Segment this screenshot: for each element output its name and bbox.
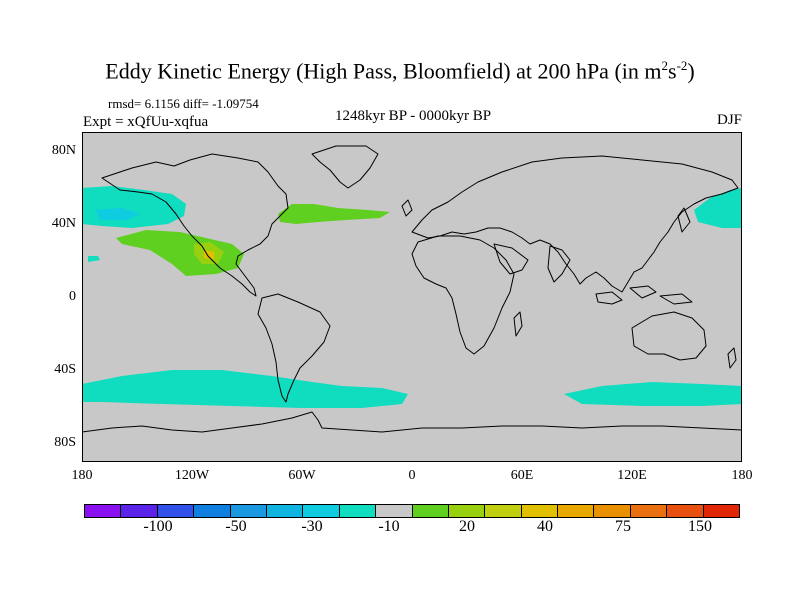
x-tick-120e: 120E xyxy=(617,468,647,483)
map-frame xyxy=(82,132,742,462)
colorbar-swatch-16 xyxy=(667,505,704,517)
x-tick-180e: 180 xyxy=(731,468,753,483)
time-period-label: 1248kyr BP - 0000kyr BP xyxy=(334,108,492,124)
colorbar-swatch-17 xyxy=(703,505,740,517)
colorbar-swatch-6 xyxy=(303,505,340,517)
world-map xyxy=(82,132,742,462)
colorbar-label-75: 75 xyxy=(615,518,631,535)
y-tick-0: 0 xyxy=(69,289,76,304)
colorbar-swatch-0 xyxy=(85,505,122,517)
colorbar-label-neg100: -100 xyxy=(143,518,173,535)
colorbar-swatch-14 xyxy=(594,505,631,517)
colorbar-label-150: 150 xyxy=(688,518,712,535)
anomaly-subtropical-jet xyxy=(116,230,244,276)
colorbar-swatch-2 xyxy=(157,505,195,517)
colorbar-label-neg30: -30 xyxy=(301,518,323,535)
colorbar-swatch-9 xyxy=(412,505,449,517)
colorbar-swatch-1 xyxy=(121,505,158,517)
anomaly-north-atlantic xyxy=(278,204,390,224)
colorbar xyxy=(84,504,740,518)
y-tick-80s: 80S xyxy=(54,435,76,450)
colorbar-label-20: 20 xyxy=(459,518,475,535)
y-tick-80n: 80N xyxy=(51,143,76,158)
experiment-label: Expt = xQfUu-xqfua xyxy=(83,114,209,130)
colorbar-swatch-11 xyxy=(485,505,522,517)
season-label: DJF xyxy=(716,112,742,128)
colorbar-swatch-4 xyxy=(230,505,267,517)
colorbar-swatch-10 xyxy=(448,505,486,517)
rmsd-diff-stats: rmsd= 6.1156 diff= -1.09754 xyxy=(108,96,259,111)
colorbar-swatch-8 xyxy=(376,505,413,517)
map-background xyxy=(82,132,742,462)
anomaly-southern-ocean-indian xyxy=(564,382,742,406)
colorbar-label-40: 40 xyxy=(537,518,553,535)
colorbar-swatch-3 xyxy=(194,505,231,517)
anomaly-southern-ocean-pacific xyxy=(82,370,408,408)
coastlines xyxy=(82,145,742,433)
anomaly-small-subtropics xyxy=(88,256,100,262)
anomaly-north-pacific-west-core xyxy=(96,208,140,220)
x-tick-120w: 120W xyxy=(174,468,210,483)
anomaly-subtropical-jet-peak xyxy=(204,250,214,260)
colorbar-label-neg50: -50 xyxy=(225,518,247,535)
colorbar-label-neg10: -10 xyxy=(378,518,400,535)
colorbar-swatch-12 xyxy=(521,505,559,517)
y-tick-40s: 40S xyxy=(54,362,76,377)
anomaly-north-pacific-east xyxy=(694,188,742,228)
colorbar-swatch-15 xyxy=(630,505,668,517)
colorbar-swatch-7 xyxy=(339,505,377,517)
x-tick-60w: 60W xyxy=(288,468,316,483)
x-tick-0: 0 xyxy=(408,468,416,483)
x-tick-180w: 180 xyxy=(71,468,93,483)
colorbar-swatch-13 xyxy=(558,505,595,517)
colorbar-swatch-5 xyxy=(266,505,304,517)
plot-title: Eddy Kinetic Energy (High Pass, Bloomfie… xyxy=(105,58,695,84)
x-tick-60e: 60E xyxy=(510,468,534,483)
y-tick-40n: 40N xyxy=(51,216,76,231)
